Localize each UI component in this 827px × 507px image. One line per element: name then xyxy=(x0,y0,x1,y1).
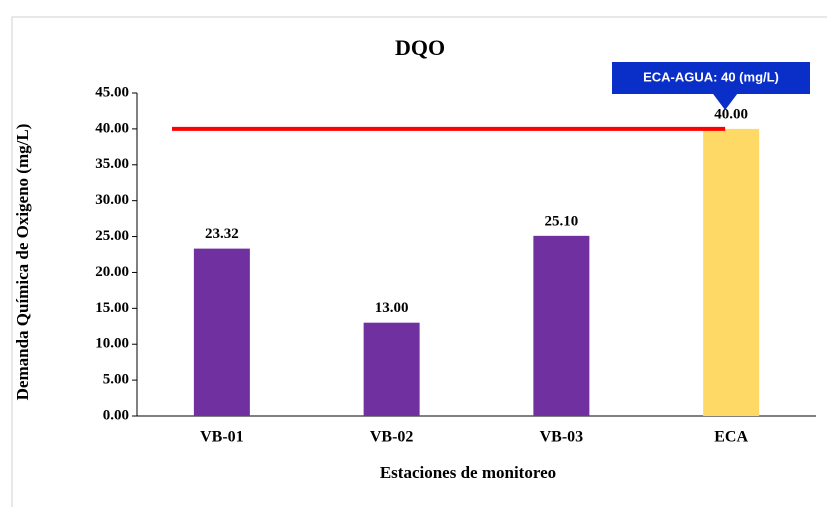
data-label: 13.00 xyxy=(375,300,409,316)
y-tick-label: 0.00 xyxy=(103,407,129,423)
x-axis-title: Estaciones de monitoreo xyxy=(380,463,556,482)
y-tick-label: 5.00 xyxy=(103,372,129,388)
bar xyxy=(193,248,250,416)
data-label: 40.00 xyxy=(714,106,748,122)
bar xyxy=(363,322,420,416)
y-tick-label: 45.00 xyxy=(95,84,129,100)
annotation-box xyxy=(612,62,810,94)
x-tick-label: VB-01 xyxy=(200,429,244,446)
bar xyxy=(703,128,760,416)
y-tick-label: 15.00 xyxy=(95,300,129,316)
x-tick-label: ECA xyxy=(714,429,748,446)
chart-frame xyxy=(11,16,827,507)
bar xyxy=(533,235,590,416)
y-tick-label: 25.00 xyxy=(95,228,129,244)
data-label: 23.32 xyxy=(205,226,239,242)
y-tick-label: 35.00 xyxy=(95,156,129,172)
annotation: ECA-AGUA: 40 (mg/L) xyxy=(643,69,779,84)
annotation-arrow xyxy=(713,94,738,110)
y-axis-title: Demanda Química de Oxigeno (mg/L) xyxy=(13,124,32,401)
y-tick-label: 30.00 xyxy=(95,192,129,208)
y-tick-label: 40.00 xyxy=(95,120,129,136)
data-label: 25.10 xyxy=(545,213,579,229)
x-tick-label: VB-03 xyxy=(540,429,584,446)
y-tick-label: 10.00 xyxy=(95,336,129,352)
x-tick-label: VB-02 xyxy=(370,429,414,446)
y-tick-label: 20.00 xyxy=(95,264,129,280)
chart-title: DQO xyxy=(395,35,445,60)
